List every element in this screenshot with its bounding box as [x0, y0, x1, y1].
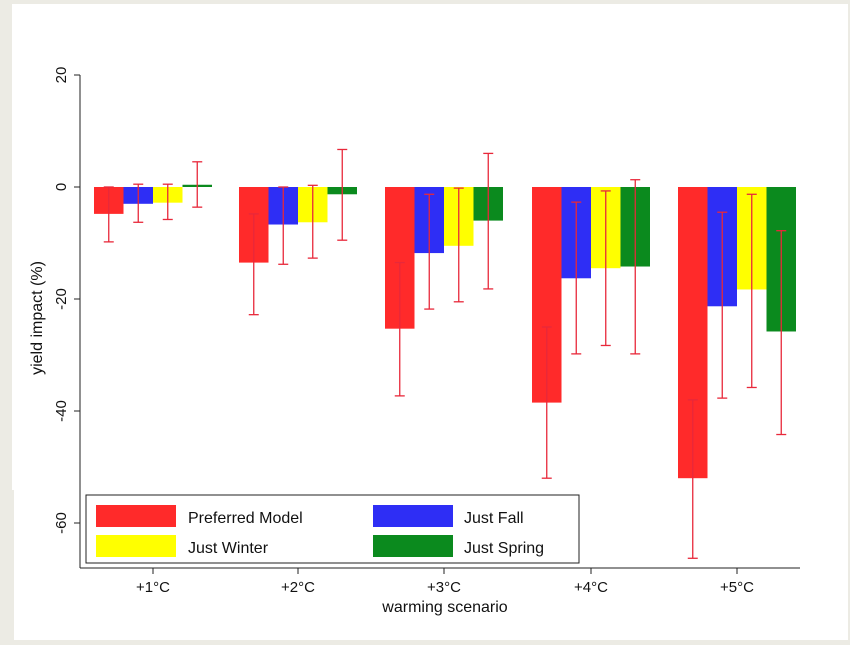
y-tick-label: -20 [53, 288, 70, 310]
error-bars-layer [103, 148, 787, 559]
legend-swatch [96, 505, 176, 527]
x-tick-label: +3°C [427, 579, 461, 596]
x-ticks-layer: +1°C +2°C +3°C +4°C +5°C [136, 568, 754, 596]
x-tick-label: +2°C [281, 579, 315, 596]
bars-layer [94, 184, 796, 479]
slide-edge-strip [0, 490, 14, 645]
x-tick-label: +1°C [136, 579, 170, 596]
x-tick-label: +5°C [720, 579, 754, 596]
x-tick-label: +4°C [574, 579, 608, 596]
y-ticks-layer: 20 0 -20 -40 -60 [53, 67, 80, 534]
y-tick-label: -60 [53, 512, 70, 534]
y-tick-label: -40 [53, 400, 70, 422]
x-axis-title: warming scenario [381, 599, 507, 616]
legend-label: Just Spring [464, 540, 544, 557]
legend-label: Just Fall [464, 510, 524, 527]
y-tick-label: 20 [53, 67, 70, 84]
y-axis-title: yield impact (%) [29, 261, 46, 375]
legend-swatch [373, 535, 453, 557]
legend-swatch [373, 505, 453, 527]
y-tick-label: 0 [53, 183, 70, 191]
legend: Preferred Model Just Fall Just Winter Just … [85, 494, 580, 564]
legend-label: Just Winter [188, 540, 269, 557]
legend-label: Preferred Model [188, 510, 303, 527]
legend-swatch [96, 535, 176, 557]
